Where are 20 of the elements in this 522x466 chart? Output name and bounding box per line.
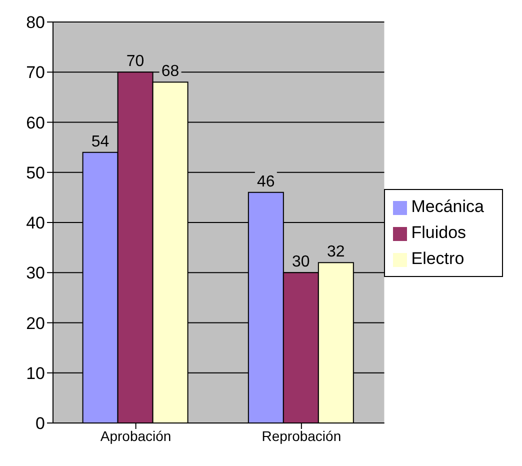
y-tick-label: 80 <box>26 13 45 32</box>
data-label: 32 <box>327 244 345 261</box>
y-tick-label: 30 <box>26 264 45 283</box>
legend-label: Fluidos <box>411 223 466 242</box>
y-tick-label: 0 <box>36 414 45 434</box>
data-label: 68 <box>161 63 180 80</box>
y-tick-label: 20 <box>26 314 45 333</box>
x-tick-label: Aprobación <box>100 428 172 444</box>
data-label: 70 <box>126 53 144 70</box>
data-label: 46 <box>257 173 275 190</box>
y-tick-label: 10 <box>26 364 45 383</box>
legend-label: Mecánica <box>411 197 484 216</box>
data-label: 54 <box>91 133 110 150</box>
y-tick-label: 60 <box>26 113 45 132</box>
legend-label: Electro <box>411 249 464 268</box>
x-tick-label: Reprobación <box>262 428 342 444</box>
y-tick-label: 50 <box>26 163 45 182</box>
y-tick-label: 40 <box>26 214 45 233</box>
y-tick-label: 70 <box>26 63 45 82</box>
data-label: 30 <box>292 254 310 271</box>
